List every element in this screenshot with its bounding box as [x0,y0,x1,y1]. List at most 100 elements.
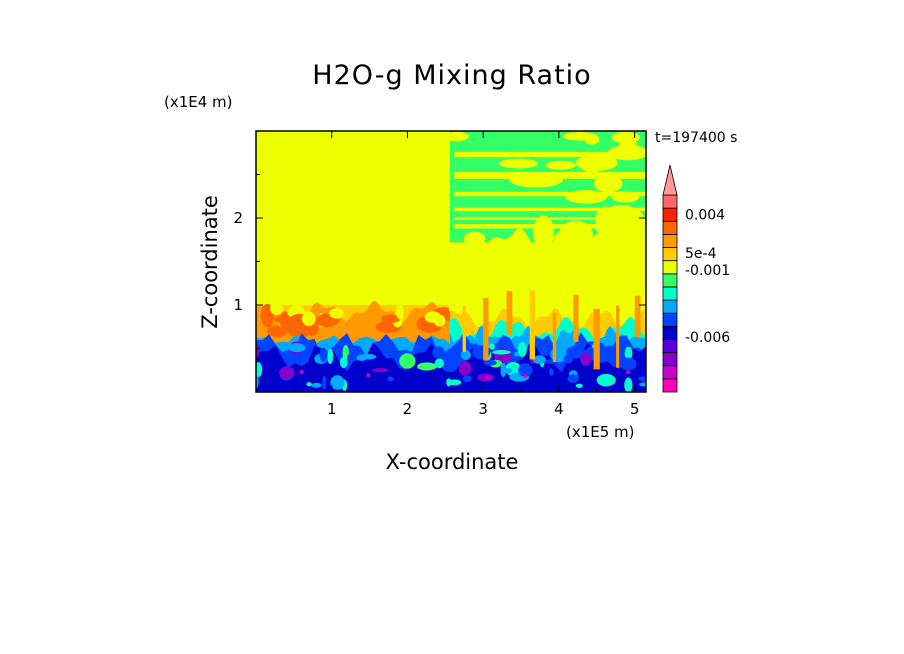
boundary-cell [567,374,579,383]
boundary-cell [549,368,554,376]
colorbar-arrow [662,164,678,196]
yellow-blob [611,191,640,203]
boundary-cell [579,352,592,366]
boundary-cell [347,353,356,361]
boundary-cell [624,377,633,392]
dark-orange-blob [381,314,401,323]
plume-column [483,297,489,361]
streak-2 [454,217,646,220]
x-scale-label: (x1E5 m) [566,423,635,441]
x-tick-label: 4 [554,400,564,418]
yellow-blob [545,160,576,170]
boundary-cell [330,375,345,390]
colorbar-segment [662,260,678,275]
colorbar-label: -0.006 [685,330,730,346]
colorbar-segment [662,286,678,301]
yellow-blob [575,154,618,171]
plume-column [634,295,641,338]
orange-gap [329,308,344,319]
plume-column [573,294,579,342]
colorbar-segment [662,194,678,209]
yellow-blob [517,174,546,188]
boundary-cell [288,343,306,353]
boundary-cell [460,349,471,360]
magenta-spot [366,373,371,378]
magenta-spot [523,373,528,378]
magenta-spot [485,375,490,380]
boundary-cell [533,355,546,364]
yellow-blob [444,131,470,142]
chart-title: H2O-g Mixing Ratio [312,60,591,91]
boundary-cell [620,357,637,371]
orange-gap [448,300,458,315]
y-scale-label: (x1E4 m) [164,93,233,111]
boundary-cell [311,382,322,388]
colorbar: 0.004 5e-4-0.001 -0.006 [662,164,730,393]
x-tick-label: 2 [403,400,413,418]
x-tick-label: 3 [478,400,488,418]
plume-blob [590,234,607,253]
colorbar-segment [662,273,678,288]
colorbar-segment [662,312,678,327]
axes: 1 2 3 4 5 1 2 [233,131,646,418]
boundary-cell [565,346,586,359]
boundary-cell [327,348,334,365]
boundary-cell [639,382,646,387]
orange-gap [433,314,446,327]
y-axis-label: Z-coordinate [198,195,222,329]
plume-blob [533,215,555,250]
plume-column [506,291,513,335]
plume-column [616,305,620,368]
yellow-blob [565,190,608,204]
boundary-cell [358,353,377,360]
colorbar-segment [662,233,678,248]
boundary-cell [432,346,445,359]
boundary-cell [322,375,327,390]
plume-blob [553,229,582,252]
boundary-cell [319,347,328,362]
colorbar-segment [662,207,678,222]
yellow-blob [602,172,622,183]
boundary-cell [637,376,646,381]
colorbar-segment [662,247,678,262]
streak-4 [454,151,646,158]
plume-column [462,305,467,352]
orange-gap [301,311,316,327]
boundary-cell [500,363,507,378]
boundary-cell [624,346,633,361]
y-tick-label: 1 [233,296,243,314]
colorbar-segment [662,220,678,235]
boundary-cell [434,358,444,369]
colorbar-label: 5e-4 [685,246,717,262]
boundary-cell [596,373,616,387]
colorbar-label: 0.004 [685,208,725,224]
yellow-blob [562,131,598,141]
boundary-cell [279,366,295,380]
colorbar-segment [662,339,678,354]
x-tick-label: 5 [630,400,640,418]
plume-blob [597,204,646,239]
yellow-blob [498,158,538,169]
magenta-spot [299,370,304,375]
yellow-blob [607,145,646,161]
time-label: t=197400 s [655,130,737,146]
boundary-cell [387,376,394,382]
boundary-cell [518,363,533,377]
plume-column [593,308,600,370]
x-axis-label: X-coordinate [386,450,519,474]
boundary-cell [458,361,472,376]
boundary-cell [603,345,623,351]
plume-blob [622,237,646,253]
boundary-cell [517,341,527,358]
orange-gap [270,302,283,315]
streak-1 [454,207,646,212]
magenta-spot [626,370,631,375]
contour-field [256,131,646,392]
boundary-cell [399,353,416,369]
orange-gap [396,304,404,320]
boundary-cell [417,362,437,371]
boundary-cell [446,378,452,387]
boundary-cell [306,382,312,387]
streak-0 [454,191,646,197]
